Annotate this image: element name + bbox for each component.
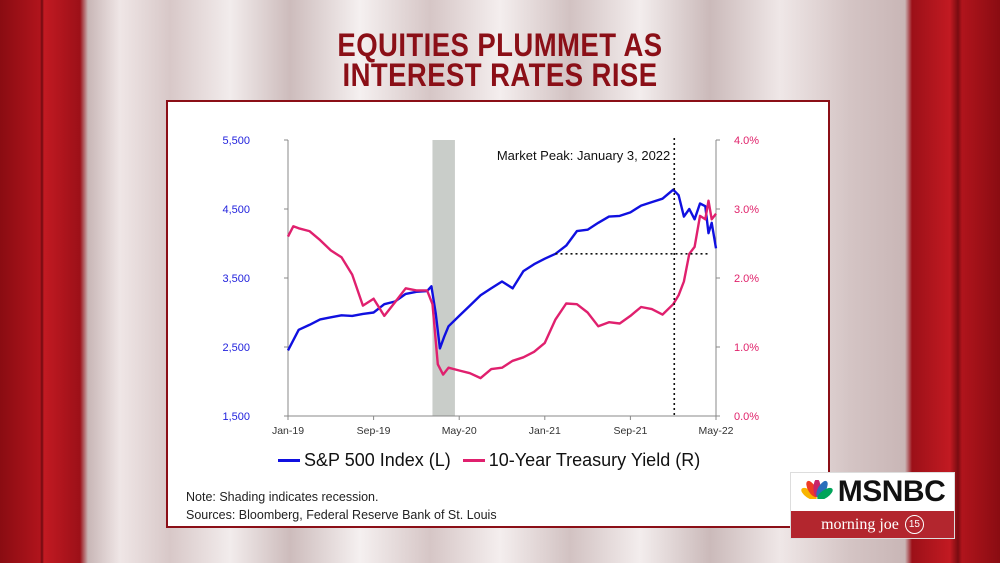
network-name: MSNBC [837, 475, 946, 508]
x-tick-label: Jan-19 [272, 425, 304, 437]
x-tick-label: Sep-19 [357, 425, 391, 437]
y-left-tick-label: 3,500 [222, 273, 250, 285]
y-right-tick-label: 3.0% [734, 204, 759, 216]
peacock-icon [799, 480, 834, 504]
chart-legend: S&P 500 Index (L) 10-Year Treasury Yield… [278, 450, 712, 471]
note-shading: Note: Shading indicates recession. [186, 490, 379, 504]
x-tick-label: Jan-21 [529, 425, 561, 437]
series-line-spx [286, 188, 718, 351]
msnbc-logo: MSNBC [791, 473, 954, 511]
chart-card: 1,500 2,500 3,500 4,500 5,500 0.0% 1.0% 2.0% 3.0… [166, 100, 830, 528]
legend-label-spx: S&P 500 Index (L) [304, 450, 451, 470]
headline: EQUITIES PLUMMET AS INTEREST RATES RISE [70, 27, 930, 93]
recession-shading [432, 140, 455, 416]
x-tick-label: May-20 [442, 425, 477, 437]
y-right-tick-label: 4.0% [734, 135, 759, 147]
y-left-tick-label: 2,500 [222, 342, 250, 354]
headline-line-2: INTEREST RATES RISE [342, 57, 658, 93]
legend-item-yield: 10-Year Treasury Yield (R) [462, 450, 701, 471]
y-left-tick-label: 1,500 [222, 411, 250, 423]
show-name: morning joe [821, 515, 899, 533]
y-right-tick-label: 1.0% [734, 342, 759, 354]
headline-line-1: EQUITIES PLUMMET AS [337, 27, 663, 63]
legend-item-spx: S&P 500 Index (L) [278, 450, 451, 471]
note-sources: Sources: Bloomberg, Federal Reserve Bank… [186, 508, 497, 522]
show-banner: morning joe 15 [791, 511, 954, 538]
legend-label-yield: 10-Year Treasury Yield (R) [488, 450, 701, 470]
y-left-tick-label: 5,500 [222, 135, 250, 147]
x-tick-label: Sep-21 [613, 425, 647, 437]
x-tick-label: May-22 [698, 425, 733, 437]
y-left-tick-label: 4,500 [222, 204, 250, 216]
y-right-tick-label: 0.0% [734, 411, 759, 423]
channel-badge: 15 [904, 515, 924, 534]
legend-swatch-spx [278, 459, 300, 462]
series-line-yield [286, 199, 717, 380]
legend-swatch-yield [462, 459, 485, 462]
y-right-tick-label: 2.0% [734, 273, 759, 285]
market-peak-annotation: Market Peak: January 3, 2022 [497, 148, 670, 163]
line-chart: 1,500 2,500 3,500 4,500 5,500 0.0% 1.0% 2.0% 3.0… [222, 135, 759, 437]
network-bug: MSNBC morning joe 15 [790, 472, 955, 539]
chart-notes: Note: Shading indicates recession. Sourc… [186, 488, 497, 524]
